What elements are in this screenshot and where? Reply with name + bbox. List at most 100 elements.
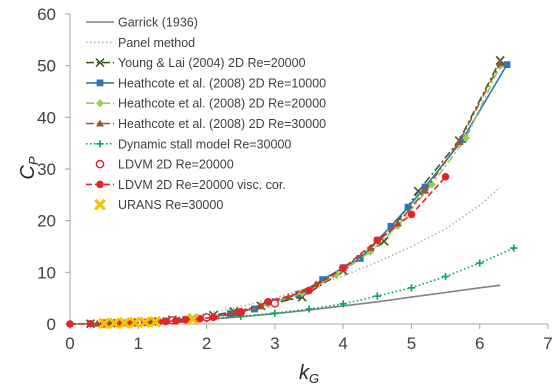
x-tick-label: 0 <box>65 334 74 353</box>
data-point <box>427 180 436 189</box>
y-tick-label: 50 <box>37 57 56 76</box>
legend-entry: Young & Lai (2004) 2D Re=20000 <box>86 56 306 70</box>
marker-stroke <box>139 316 152 329</box>
data-point <box>319 276 327 283</box>
x-tick-label: 3 <box>270 334 279 353</box>
data-point <box>108 317 121 330</box>
y-tick-label: 40 <box>37 108 56 127</box>
legend-marker <box>96 99 104 108</box>
data-point <box>503 61 511 69</box>
data-point <box>305 286 313 295</box>
data-point <box>182 316 190 324</box>
data-point <box>257 302 266 310</box>
data-point <box>441 272 450 281</box>
data-point <box>387 222 395 230</box>
x-axis-title-sub: G <box>309 371 319 385</box>
data-point <box>209 313 218 322</box>
data-point <box>339 300 347 308</box>
y-tick-label: 30 <box>37 160 56 179</box>
legend-marker <box>96 79 104 87</box>
data-point <box>195 315 204 323</box>
marker-stroke <box>95 58 105 68</box>
legend-label: Panel method <box>118 36 195 50</box>
data-point <box>407 284 416 292</box>
x-tick-label: 7 <box>543 334 552 353</box>
series-1 <box>69 186 501 325</box>
legend-entry: Garrick (1936) <box>86 16 198 30</box>
legend-entry: LDVM 2D Re=20000 visc. cor. <box>86 178 286 192</box>
marker-stroke <box>128 316 141 329</box>
data-point <box>128 316 141 329</box>
data-point <box>161 317 170 326</box>
marker-stroke <box>118 317 131 329</box>
data-point <box>271 309 279 317</box>
data-point <box>139 316 152 329</box>
y-axis-title-sub: P <box>26 156 41 165</box>
legend-label: LDVM 2D Re=20000 visc. cor. <box>118 178 286 192</box>
axes: 0 1 2 3 4 5 6 7 0 10 20 30 40 50 60 kG CP <box>17 5 553 385</box>
series-0 <box>69 284 501 325</box>
data-point <box>459 136 467 143</box>
data-point <box>118 317 131 329</box>
marker-stroke <box>94 198 106 211</box>
data-point <box>66 320 74 328</box>
y-axis-title: CP <box>17 156 41 179</box>
data-point <box>510 244 518 252</box>
series-8 <box>66 172 450 328</box>
marker-stroke <box>149 315 162 328</box>
legend-entry: Panel method <box>86 36 195 50</box>
series-line <box>69 186 501 325</box>
legend-label: URANS Re=30000 <box>118 198 223 212</box>
legend-marker <box>95 58 105 68</box>
marker-stroke <box>186 313 199 326</box>
x-tick-label: 6 <box>475 334 484 353</box>
data-point <box>339 264 347 273</box>
legend-label: LDVM 2D Re=20000 <box>118 158 234 172</box>
marker-stroke <box>108 317 121 330</box>
legend-entry: Heathcote et al. (2008) 2D Re=20000 <box>86 97 326 111</box>
series-line <box>69 284 501 325</box>
legend-entry: LDVM 2D Re=20000 <box>95 158 234 172</box>
data-point <box>86 319 95 328</box>
legend-label: Garrick (1936) <box>118 16 198 30</box>
series-6 <box>66 244 518 328</box>
x-tick-label: 5 <box>407 334 416 353</box>
data-point <box>421 186 430 194</box>
legend-entry: Heathcote et al. (2008) 2D Re=30000 <box>86 117 326 131</box>
y-tick-label: 20 <box>37 212 56 231</box>
data-point <box>149 315 162 328</box>
legend-label: Heathcote et al. (2008) 2D Re=30000 <box>118 117 326 131</box>
x-tick-label: 1 <box>134 334 143 353</box>
legend-marker <box>96 180 104 189</box>
legend-label: Dynamic stall model Re=30000 <box>118 137 291 151</box>
data-point <box>98 317 111 330</box>
data-point <box>462 134 471 142</box>
data-point <box>366 244 375 252</box>
data-point <box>393 219 402 227</box>
data-point <box>186 313 199 326</box>
data-point <box>373 236 382 245</box>
data-point <box>407 210 416 219</box>
data-point <box>455 138 464 146</box>
legend-entry: Heathcote et al. (2008) 2D Re=10000 <box>86 76 326 90</box>
data-point <box>413 186 423 196</box>
legend-entry: URANS Re=30000 <box>94 198 223 212</box>
legend-label: Heathcote et al. (2008) 2D Re=10000 <box>118 76 326 90</box>
legend-marker <box>94 198 106 211</box>
data-point <box>172 317 180 325</box>
x-axis-title: kG <box>299 362 319 385</box>
data-point <box>356 254 364 262</box>
legend: Garrick (1936) Panel method Young & Lai (2… <box>86 16 326 212</box>
legend-label: Heathcote et al. (2008) 2D Re=20000 <box>118 97 326 111</box>
data-point <box>373 292 381 300</box>
data-point <box>305 305 313 313</box>
x-tick-label: 4 <box>338 334 347 353</box>
data-point <box>270 299 280 308</box>
data-point <box>236 308 245 317</box>
marker-stroke <box>98 317 111 330</box>
series-layer <box>66 55 518 330</box>
y-tick-label: 60 <box>37 5 56 24</box>
legend-marker <box>96 119 104 127</box>
data-point <box>476 259 484 267</box>
data-point <box>264 297 272 306</box>
